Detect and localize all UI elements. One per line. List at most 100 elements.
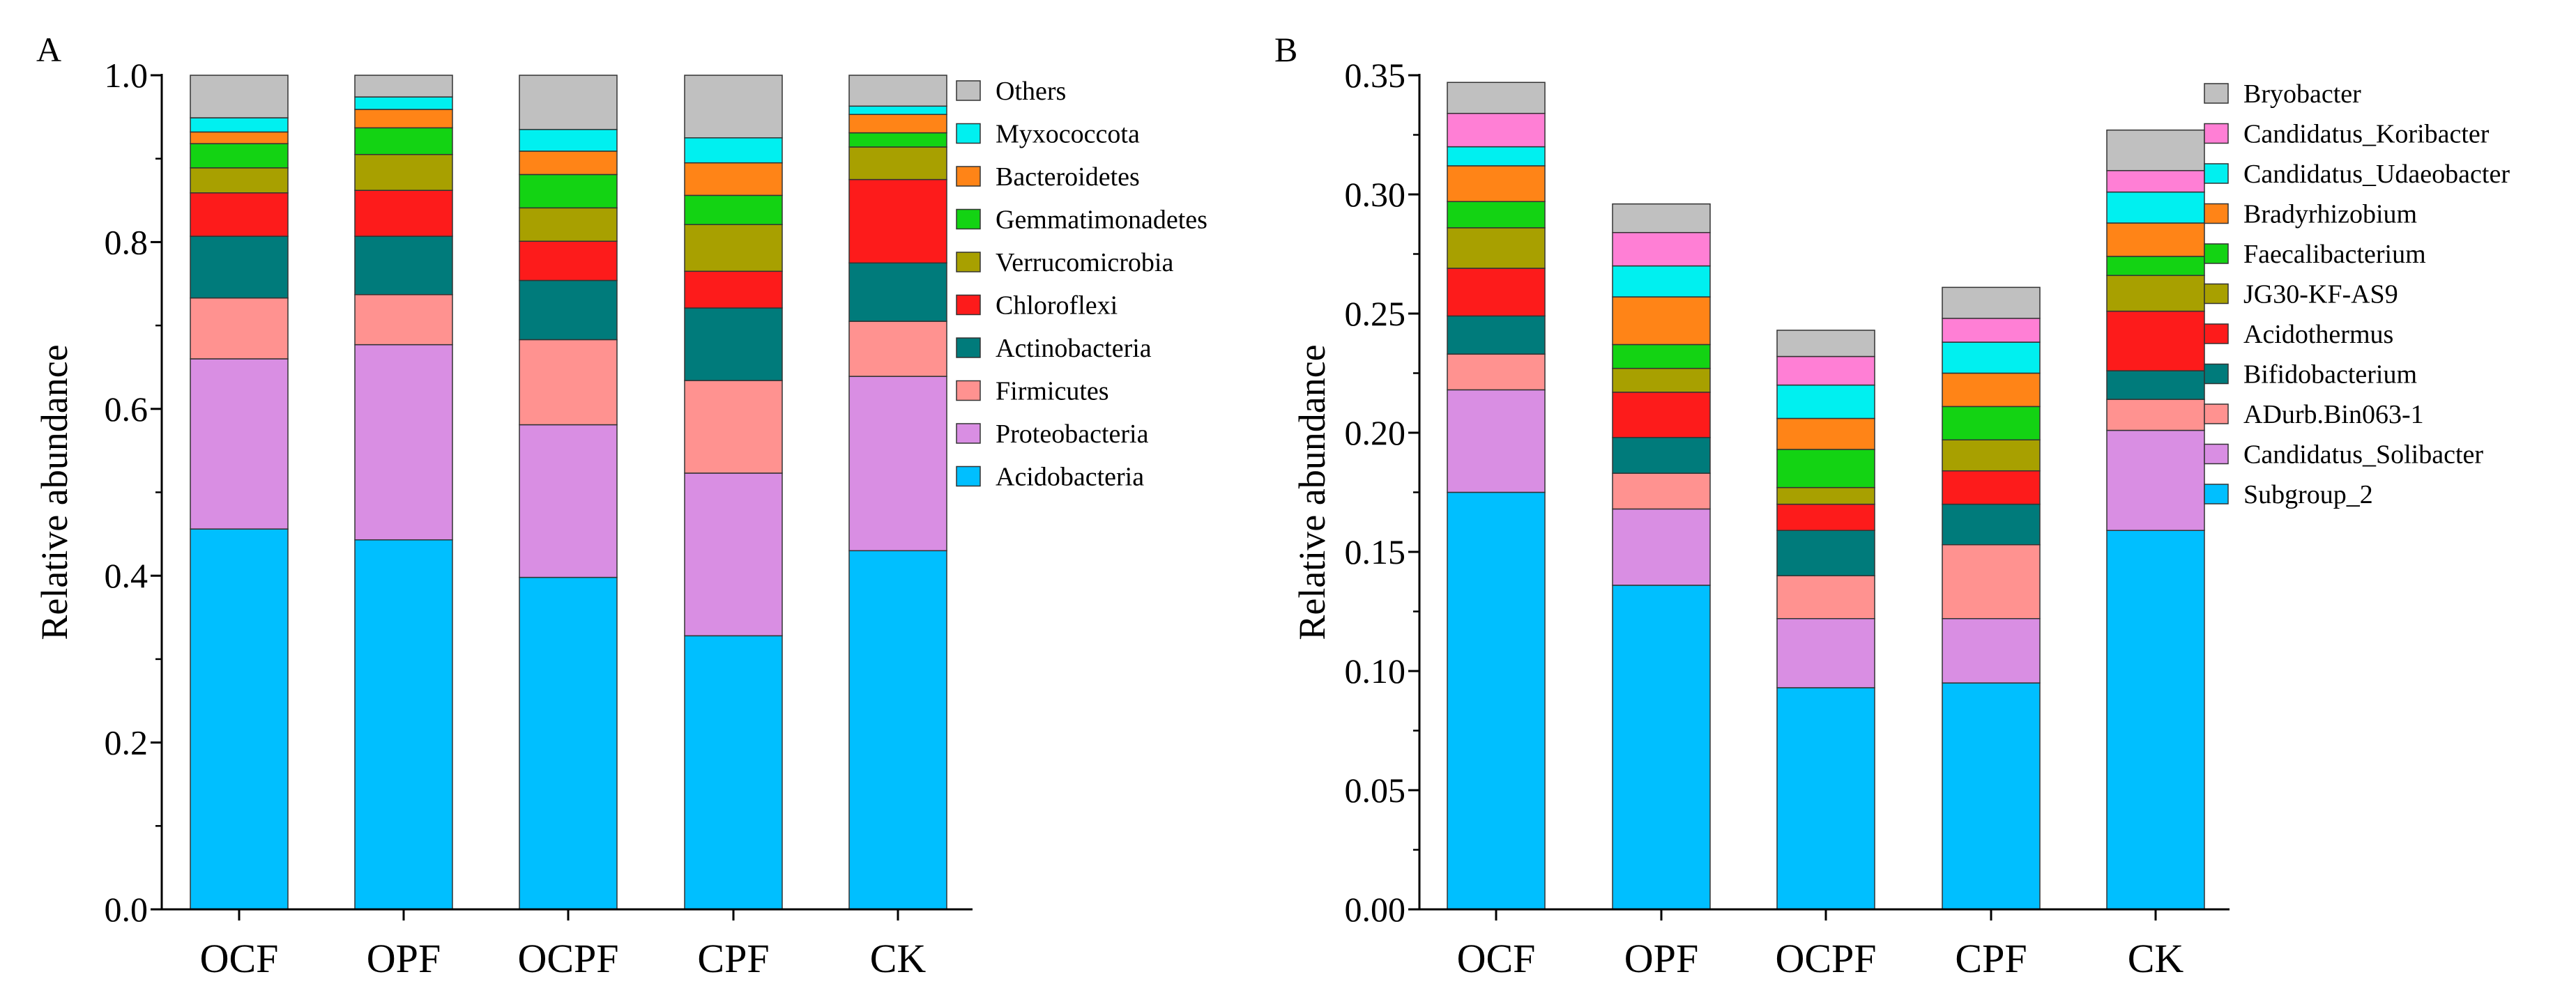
legend-swatch-a-gemmatimonadetes	[956, 208, 981, 230]
bar-segment-b-opf-acidothermus	[1612, 392, 1711, 438]
bar-segment-b-cpf-bradyrhizobium	[1942, 372, 2041, 408]
bar-segment-b-ocpf-adurb-bin063-1	[1776, 575, 1875, 619]
legend-label-a-gemmatimonadetes: Gemmatimonadetes	[996, 206, 1207, 235]
bar-segment-b-ck-candidatus-koribacter	[2106, 170, 2205, 193]
legend-swatch-b-acidothermus	[2204, 323, 2229, 344]
bar-segment-a-ocf-proteobacteria	[190, 358, 289, 530]
bar-segment-b-opf-candidatus-koribacter	[1612, 231, 1711, 267]
bar-segment-b-cpf-jg30-kf-as9	[1942, 439, 2041, 472]
y-tick-label-b: 0.35	[1345, 56, 1406, 95]
bar-segment-a-cpf-firmicutes	[684, 380, 783, 474]
bar-segment-a-ocpf-chloroflexi	[519, 240, 618, 282]
bar-segment-a-opf-others	[354, 75, 453, 98]
bar-segment-a-ocf-bacteroidetes	[190, 131, 289, 144]
x-tick-label-a-cpf: CPF	[697, 936, 769, 981]
legend-swatch-a-myxococcota	[956, 123, 981, 144]
bar-segment-a-ocpf-bacteroidetes	[519, 151, 618, 176]
bar-segment-b-ocpf-acidothermus	[1776, 503, 1875, 531]
bar-segment-b-ocpf-bradyrhizobium	[1776, 417, 1875, 450]
bar-segment-b-cpf-candidatus-solibacter	[1942, 618, 2041, 684]
y-tick-label-b: 0.05	[1345, 771, 1406, 810]
legend-label-b-candidatus-udaeobacter: Candidatus_Udaeobacter	[2243, 160, 2510, 189]
bar-segment-b-ocf-jg30-kf-as9	[1447, 227, 1546, 269]
panel-a-letter: A	[36, 30, 61, 69]
legend-label-b-adurb-bin063-1: ADurb.Bin063-1	[2243, 400, 2424, 429]
legend-swatch-b-bifidobacterium	[2204, 363, 2229, 385]
bar-segment-a-ck-others	[848, 75, 947, 107]
bar-segment-a-ck-firmicutes	[848, 321, 947, 377]
bar-segment-b-cpf-subgroup-2	[1942, 682, 2041, 910]
bar-segment-b-ocpf-candidatus-koribacter	[1776, 355, 1875, 386]
bar-segment-b-ocpf-candidatus-solibacter	[1776, 618, 1875, 688]
legend-swatch-b-bradyrhizobium	[2204, 203, 2229, 224]
legend-swatch-a-actinobacteria	[956, 337, 981, 358]
bar-segment-b-cpf-candidatus-udaeobacter	[1942, 341, 2041, 374]
legend-swatch-a-firmicutes	[956, 380, 981, 401]
bar-segment-a-opf-actinobacteria	[354, 236, 453, 295]
bar-segment-b-ck-bradyrhizobium	[2106, 222, 2205, 257]
bar-segment-b-ocpf-candidatus-udaeobacter	[1776, 384, 1875, 419]
bar-segment-b-ocf-bradyrhizobium	[1447, 165, 1546, 203]
bar-segment-a-ocf-verrucomicrobia	[190, 167, 289, 194]
x-tick-label-a-ocf: OCF	[200, 936, 279, 981]
legend-label-a-bacteroidetes: Bacteroidetes	[996, 162, 1140, 192]
bar-segment-b-opf-jg30-kf-as9	[1612, 367, 1711, 393]
legend-label-a-firmicutes: Firmicutes	[996, 377, 1109, 406]
bar-segment-b-ck-candidatus-udaeobacter	[2106, 191, 2205, 224]
y-tick-label-b: 0.00	[1345, 890, 1406, 929]
bar-segment-a-ocf-gemmatimonadetes	[190, 143, 289, 169]
x-tick-label-a-ck: CK	[870, 936, 927, 981]
y-tick-label-b: 0.25	[1345, 294, 1406, 333]
legend-swatch-b-bryobacter	[2204, 83, 2229, 104]
legend-label-a-proteobacteria: Proteobacteria	[996, 419, 1149, 449]
legend-label-b-candidatus-koribacter: Candidatus_Koribacter	[2243, 120, 2490, 149]
bar-segment-b-ocpf-bryobacter	[1776, 330, 1875, 357]
bar-segment-a-cpf-myxococcota	[684, 137, 783, 164]
bar-segment-b-ocf-candidatus-koribacter	[1447, 112, 1546, 148]
bar-segment-a-ck-bacteroidetes	[848, 114, 947, 134]
legend-label-b-bifidobacterium: Bifidobacterium	[2243, 360, 2417, 390]
y-tick-label-a: 0.4	[105, 556, 148, 595]
legend-label-b-faecalibacterium: Faecalibacterium	[2243, 240, 2426, 269]
legend-label-b-bradyrhizobium: Bradyrhizobium	[2243, 200, 2417, 229]
legend-swatch-a-chloroflexi	[956, 294, 981, 316]
bar-segment-b-opf-bradyrhizobium	[1612, 296, 1711, 346]
bar-segment-b-ocpf-faecalibacterium	[1776, 449, 1875, 488]
legend-swatch-b-candidatus-koribacter	[2204, 123, 2229, 144]
legend-label-b-subgroup-2: Subgroup_2	[2243, 480, 2373, 509]
bar-segment-b-opf-candidatus-solibacter	[1612, 508, 1711, 586]
legend-swatch-a-verrucomicrobia	[956, 252, 981, 272]
x-tick-label-a-ocpf: OCPF	[517, 936, 618, 981]
bar-segment-b-ck-jg30-kf-as9	[2106, 275, 2205, 312]
y-tick-label-a: 0.0	[105, 890, 148, 929]
y-tick-label-a: 1.0	[105, 56, 148, 95]
bar-segment-b-ocf-candidatus-udaeobacter	[1447, 146, 1546, 167]
bar-segment-a-ck-proteobacteria	[848, 376, 947, 552]
bar-segment-b-ocf-acidothermus	[1447, 268, 1546, 317]
bar-segment-b-ocf-faecalibacterium	[1447, 201, 1546, 229]
bar-segment-a-opf-myxococcota	[354, 96, 453, 110]
y-tick-label-b: 0.20	[1345, 413, 1406, 452]
bar-segment-b-opf-bryobacter	[1612, 203, 1711, 233]
panel-b: B 0.00 0.05 0.10 0.15 0.20 0.25 0.30 0.35 OCF OPF O…	[1274, 30, 2510, 981]
y-tick-label-b: 0.10	[1345, 652, 1406, 691]
legend-swatch-a-acidobacteria	[956, 465, 981, 487]
bar-segment-a-ocf-acidobacteria	[190, 528, 289, 910]
legend-label-b-bryobacter: Bryobacter	[2243, 79, 2361, 109]
legend-label-a-myxococcota: Myxococcota	[996, 120, 1140, 149]
bar-segment-b-ck-candidatus-solibacter	[2106, 429, 2205, 531]
bar-segment-a-ocpf-others	[519, 75, 618, 130]
bar-segment-a-opf-verrucomicrobia	[354, 153, 453, 191]
bar-segment-b-cpf-bifidobacterium	[1942, 503, 2041, 546]
x-tick-label-b-ocf: OCF	[1457, 936, 1536, 981]
legend-swatch-b-jg30-kf-as9	[2204, 283, 2229, 305]
y-tick-label-a: 0.2	[105, 723, 148, 762]
bar-segment-a-ocf-others	[190, 75, 289, 118]
legend-swatch-b-candidatus-solibacter	[2204, 443, 2229, 465]
bar-segment-b-ocf-subgroup-2	[1447, 491, 1546, 910]
bar-segment-b-ocf-bryobacter	[1447, 82, 1546, 114]
bar-segment-a-ocf-myxococcota	[190, 117, 289, 133]
bar-segment-b-ck-bryobacter	[2106, 129, 2205, 171]
bar-segment-a-cpf-others	[684, 75, 783, 139]
panel-a: A 0.0 0.2 0.4 0.6 0.8 1.0 OCF OPF OCPF CPF CK Relati…	[33, 30, 1207, 981]
